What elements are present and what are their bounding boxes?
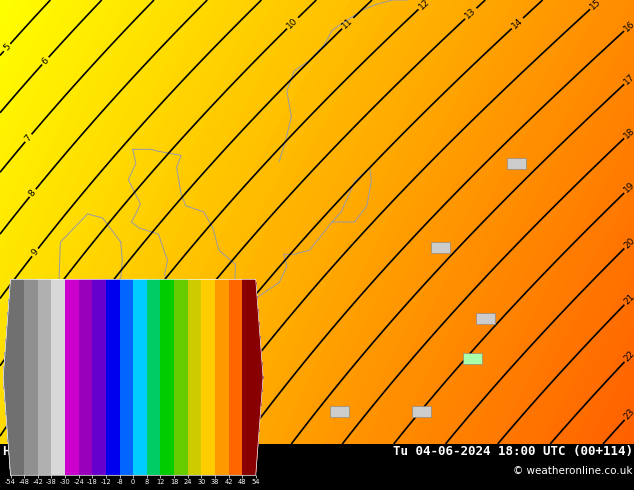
Text: 8: 8 <box>27 188 38 198</box>
PathPatch shape <box>3 279 11 475</box>
PathPatch shape <box>256 279 263 475</box>
Text: 10: 10 <box>285 16 300 30</box>
Bar <box>431 242 450 253</box>
Text: 9: 9 <box>30 247 41 257</box>
Text: 5: 5 <box>2 42 12 52</box>
Bar <box>507 158 526 169</box>
Text: 12: 12 <box>417 0 431 11</box>
Text: 7: 7 <box>23 133 34 143</box>
Bar <box>412 406 431 417</box>
Text: 13: 13 <box>463 6 478 21</box>
Bar <box>476 313 495 324</box>
Text: 17: 17 <box>623 72 634 86</box>
Text: 22: 22 <box>623 349 634 364</box>
Text: 19: 19 <box>623 180 634 195</box>
Text: 20: 20 <box>623 236 634 250</box>
Bar <box>330 406 349 417</box>
Text: 18: 18 <box>623 126 634 140</box>
Text: Height/Temp. 925 hPa [gdpm] ECMWF: Height/Temp. 925 hPa [gdpm] ECMWF <box>3 445 250 459</box>
Text: 14: 14 <box>510 16 524 30</box>
Text: 21: 21 <box>623 292 634 306</box>
Text: 15: 15 <box>588 0 603 11</box>
Text: Tu 04-06-2024 18:00 UTC (00+114): Tu 04-06-2024 18:00 UTC (00+114) <box>392 445 633 458</box>
Text: © weatheronline.co.uk: © weatheronline.co.uk <box>514 466 633 476</box>
Text: 11: 11 <box>340 16 355 30</box>
Bar <box>463 353 482 364</box>
Text: 6: 6 <box>40 56 51 66</box>
Text: 16: 16 <box>623 19 634 33</box>
Text: 23: 23 <box>623 407 634 421</box>
